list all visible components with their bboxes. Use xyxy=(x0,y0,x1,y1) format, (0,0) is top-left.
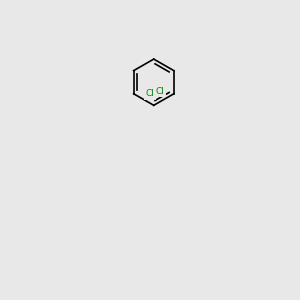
Text: Cl: Cl xyxy=(155,87,164,96)
Text: Cl: Cl xyxy=(146,89,154,98)
